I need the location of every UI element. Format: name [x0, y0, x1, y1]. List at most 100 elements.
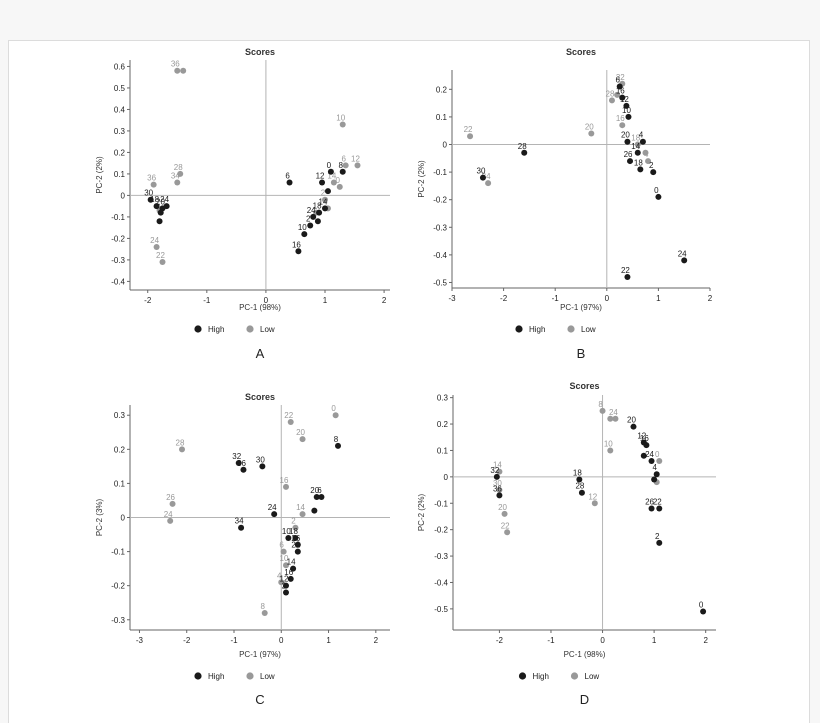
data-point-high — [316, 209, 323, 216]
data-point-high — [651, 476, 658, 483]
data-point-high — [283, 589, 289, 596]
data-point-high — [294, 541, 301, 548]
legend-label-low: Low — [581, 325, 596, 334]
y-tick-label: 0 — [121, 191, 126, 200]
point-label: 20 — [156, 197, 165, 206]
data-point-high — [259, 463, 266, 470]
point-label: 2 — [306, 215, 311, 224]
point-label: 2 — [649, 161, 654, 170]
legend-label-high: High — [529, 325, 545, 334]
data-point-high — [310, 213, 317, 220]
data-point-low — [485, 180, 492, 187]
data-point-low — [614, 91, 621, 98]
y-tick-label: 0.6 — [114, 62, 126, 71]
point-label: 8 — [261, 602, 266, 611]
data-point-high — [314, 218, 321, 225]
data-point-low — [292, 524, 299, 531]
point-label: 18 — [573, 468, 582, 477]
data-point-high — [307, 222, 314, 229]
point-label: 6 — [615, 76, 620, 85]
data-point-high — [650, 169, 657, 176]
point-label: 8 — [334, 435, 339, 444]
point-label: 24 — [609, 408, 618, 417]
x-tick-label: 1 — [326, 636, 331, 645]
data-point-high — [318, 494, 325, 501]
y-tick-label: -0.1 — [434, 499, 448, 508]
data-point-high — [623, 102, 630, 109]
y-tick-label: -0.3 — [111, 616, 125, 625]
data-point-high — [335, 442, 341, 449]
data-point-low — [283, 483, 289, 490]
point-label: 0 — [336, 176, 341, 185]
point-label: 4 — [639, 131, 644, 140]
point-label: 14 — [493, 461, 502, 470]
data-point-high — [292, 534, 299, 541]
data-point-high — [640, 452, 647, 459]
legend-label-low: Low — [585, 672, 600, 681]
data-point-low — [501, 510, 508, 517]
point-label: 36 — [171, 60, 180, 69]
panel-letter: A — [256, 346, 265, 361]
data-point-high — [339, 168, 346, 175]
point-label: 12 — [351, 154, 360, 163]
point-label: 26 — [645, 498, 654, 507]
point-label: 24 — [645, 450, 654, 459]
data-point-low — [169, 500, 176, 507]
y-tick-label: 0.5 — [114, 84, 126, 93]
data-point-low — [339, 121, 346, 128]
legend: High Low — [194, 325, 275, 334]
point-label: 20 — [585, 122, 594, 131]
data-point-high — [163, 203, 170, 210]
point-label: 36 — [493, 484, 502, 493]
point-label: 24 — [164, 510, 173, 519]
x-tick-label: 0 — [600, 636, 605, 645]
point-label: 14 — [287, 558, 296, 567]
x-tick-label: 1 — [656, 294, 661, 303]
y-axis-label: PC-2 (3%) — [95, 498, 104, 536]
point-label: 2 — [282, 582, 287, 591]
data-point-low — [330, 179, 337, 186]
point-label: 14 — [319, 197, 328, 206]
point-label: 10 — [622, 106, 631, 115]
x-tick-label: -2 — [183, 636, 191, 645]
point-label: 0 — [655, 450, 660, 459]
y-tick-label: 0.3 — [114, 127, 126, 136]
x-tick-label: -1 — [552, 294, 560, 303]
point-label: 0 — [699, 601, 704, 610]
legend-marker-high — [515, 325, 523, 333]
data-point-high — [521, 149, 528, 156]
data-point-low — [174, 67, 181, 74]
data-point-high — [634, 149, 641, 156]
point-label: 2 — [655, 532, 660, 541]
data-point-high — [643, 442, 650, 449]
data-point-high — [493, 473, 500, 480]
point-label: 20 — [296, 428, 305, 437]
y-tick-label: 0.1 — [114, 170, 126, 179]
data-point-low — [150, 181, 157, 188]
point-label: 24 — [150, 236, 159, 245]
point-label: 24 — [160, 195, 169, 204]
x-tick-label: 2 — [374, 636, 379, 645]
point-label: 18 — [634, 158, 643, 167]
point-label: 22 — [501, 521, 510, 530]
point-label: 32 — [232, 452, 241, 461]
point-label: 12 — [620, 95, 629, 104]
data-point-low — [180, 67, 187, 74]
point-label: 14 — [296, 503, 305, 512]
data-point-high — [630, 423, 637, 430]
data-point-low — [656, 458, 663, 465]
point-label: 16 — [616, 114, 625, 123]
point-label: 16 — [280, 476, 289, 485]
point-label: 16 — [616, 87, 625, 96]
y-tick-label: -0.5 — [433, 278, 447, 287]
y-tick-label: -0.2 — [433, 196, 447, 205]
data-point-low — [299, 436, 306, 443]
y-tick-label: -0.1 — [111, 213, 125, 222]
data-point-high — [624, 138, 631, 145]
point-label: 28 — [518, 142, 527, 151]
data-point-low — [504, 529, 511, 536]
point-label: 12 — [588, 492, 597, 501]
x-tick-label: 1 — [652, 636, 657, 645]
y-tick-label: -0.4 — [111, 277, 125, 286]
data-point-high — [147, 196, 154, 203]
